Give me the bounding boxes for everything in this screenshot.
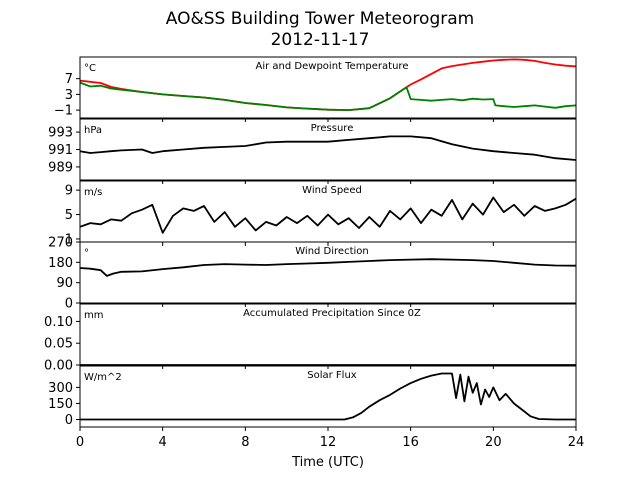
wind-direction-series-line-0 <box>79 258 577 277</box>
panel-wind-speed: 1 5 9 m/s Wind Speed <box>65 180 577 247</box>
panel-pressure: 989 991 993 hPa Pressure <box>48 118 577 184</box>
wind-direction-ytick-label-0: 0 <box>65 297 73 312</box>
wind-direction-unit-label: ° <box>84 248 89 259</box>
x-tick-label-1: 4 <box>159 435 167 450</box>
x-tick-label-0: 0 <box>76 435 84 450</box>
precipitation-unit-label: mm <box>84 310 103 321</box>
x-axis-label: Time (UTC) <box>291 455 364 470</box>
precipitation-ytick-label-2: 0.10 <box>44 315 73 330</box>
panels: −137 °C Air and Dewpoint Temperature 989 991… <box>44 56 577 431</box>
wind-direction-ytick-label-1: 90 <box>56 276 73 291</box>
wind-direction-ytick-label-3: 270 <box>48 236 73 251</box>
air-dewpoint-unit-label: °C <box>84 63 96 74</box>
figure-title: AO&SS Building Tower Meteorogram <box>166 9 474 29</box>
pressure-ytick-label-2: 993 <box>48 126 73 141</box>
wind-direction-ytick-label-2: 180 <box>48 256 73 271</box>
x-tick-label-5: 20 <box>485 435 502 450</box>
solar-flux-ytick-label-0: 0 <box>65 413 73 428</box>
air-dewpoint-series-line-1 <box>79 81 577 111</box>
precipitation-ytick-label-1: 0.05 <box>44 337 73 352</box>
precipitation-title: Accumulated Precipitation Since 0Z <box>243 308 421 319</box>
solar-flux-ytick-label-2: 300 <box>48 381 73 396</box>
wind-direction-title: Wind Direction <box>295 246 369 257</box>
solar-flux-title: Solar Flux <box>307 370 357 381</box>
x-tick-label-3: 12 <box>320 435 337 450</box>
air-dewpoint-title: Air and Dewpoint Temperature <box>256 61 409 72</box>
panel-wind-direction: 0 90 180 270 ° Wind Direction <box>48 236 577 312</box>
air-dewpoint-ytick-label-0: −1 <box>54 104 73 119</box>
wind-speed-ytick-label-1: 5 <box>65 208 73 223</box>
panel-air-dewpoint: −137 °C Air and Dewpoint Temperature <box>54 56 577 122</box>
x-tick-label-4: 16 <box>402 435 419 450</box>
pressure-ytick-label-0: 989 <box>48 160 73 175</box>
air-dewpoint-ytick-label-1: 3 <box>65 88 73 103</box>
panel-precipitation: 0.00 0.05 0.10 mm Accumulated Precipitation … <box>44 303 577 374</box>
figure-subtitle: 2012-11-17 <box>271 30 370 50</box>
solar-flux-unit-label: W/m^2 <box>84 372 122 383</box>
x-tick-label-6: 24 <box>568 435 585 450</box>
wind-speed-unit-label: m/s <box>84 187 102 198</box>
precipitation-ytick-label-0: 0.00 <box>44 359 73 374</box>
wind-speed-ytick-label-0: 1 <box>65 232 73 247</box>
solar-flux-series-line-0 <box>80 372 576 421</box>
pressure-ytick-label-1: 991 <box>48 143 73 158</box>
air-dewpoint-ytick-label-2: 7 <box>65 72 73 87</box>
wind-speed-series-line-0 <box>79 196 577 234</box>
solar-flux-ytick-label-1: 150 <box>48 397 73 412</box>
wind-speed-title: Wind Speed <box>302 185 362 196</box>
x-axis: 0 4 8 12 16 20 24 <box>76 435 584 450</box>
pressure-unit-label: hPa <box>84 125 102 136</box>
x-tick-label-2: 8 <box>241 435 249 450</box>
pressure-series-line-0 <box>79 135 577 161</box>
wind-speed-ytick-label-2: 9 <box>65 184 73 199</box>
pressure-title: Pressure <box>311 123 354 134</box>
